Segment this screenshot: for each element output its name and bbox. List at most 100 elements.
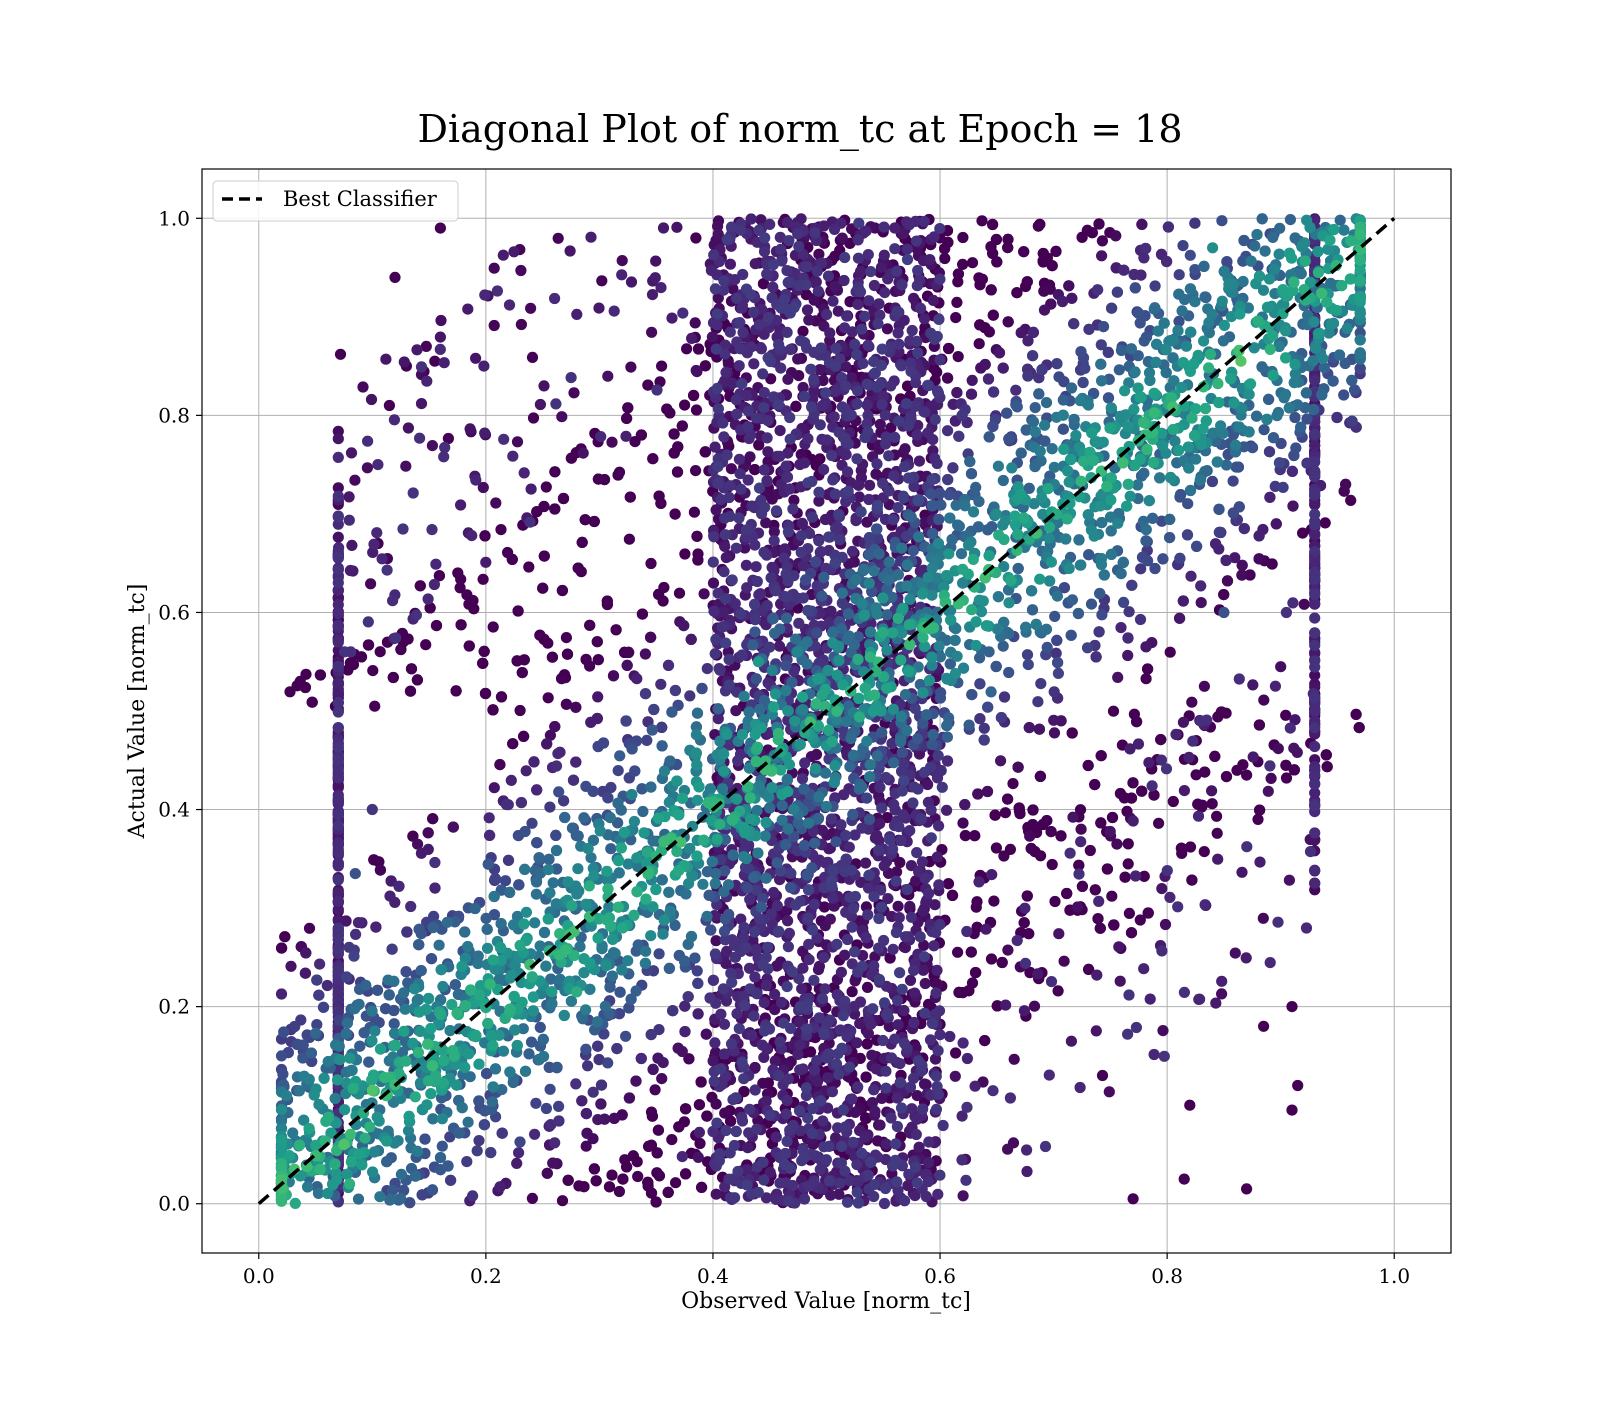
data-point xyxy=(1019,917,1030,928)
data-point xyxy=(822,1072,833,1083)
data-point xyxy=(1023,928,1034,939)
data-point xyxy=(632,1171,643,1182)
data-point xyxy=(942,373,953,384)
data-point xyxy=(692,554,703,565)
data-point xyxy=(1196,597,1207,608)
data-point xyxy=(1128,815,1139,826)
data-point xyxy=(780,1148,791,1159)
data-point xyxy=(1159,1051,1170,1062)
data-point xyxy=(841,310,852,321)
data-point xyxy=(912,265,923,276)
data-point xyxy=(1200,899,1211,910)
data-point xyxy=(1047,260,1058,271)
data-point xyxy=(983,373,994,384)
data-point xyxy=(681,343,692,354)
data-point xyxy=(507,738,518,749)
data-point xyxy=(722,449,733,460)
data-point xyxy=(333,452,344,463)
data-point xyxy=(466,530,477,541)
data-point xyxy=(390,632,401,643)
data-point xyxy=(959,799,970,810)
data-point xyxy=(578,1181,589,1192)
data-point xyxy=(1018,246,1029,257)
data-point xyxy=(513,605,524,616)
data-point xyxy=(467,1190,478,1201)
data-point xyxy=(528,756,539,767)
data-point xyxy=(528,412,539,423)
data-point xyxy=(565,245,576,256)
data-point xyxy=(1033,221,1044,232)
data-point xyxy=(1063,280,1074,291)
data-point xyxy=(423,844,434,855)
data-point xyxy=(1170,729,1181,740)
data-point xyxy=(847,922,858,933)
data-point xyxy=(609,1113,620,1124)
data-point xyxy=(988,386,999,397)
data-point xyxy=(735,343,746,354)
data-point xyxy=(542,1168,553,1179)
data-point xyxy=(953,431,964,442)
data-point xyxy=(934,223,945,234)
data-point xyxy=(292,680,303,691)
data-point xyxy=(435,332,446,343)
data-point xyxy=(1014,806,1025,817)
data-point xyxy=(333,896,344,907)
data-point xyxy=(782,576,793,587)
data-point xyxy=(411,610,422,621)
data-point xyxy=(741,942,752,953)
data-point xyxy=(1289,764,1300,775)
data-point xyxy=(456,619,467,630)
data-point xyxy=(307,697,318,708)
data-point xyxy=(647,453,658,464)
data-point xyxy=(625,362,636,373)
data-point xyxy=(602,371,613,382)
data-point xyxy=(489,263,500,274)
data-point xyxy=(842,1031,853,1042)
data-point xyxy=(1212,828,1223,839)
data-point xyxy=(856,324,867,335)
data-point xyxy=(926,805,937,816)
data-point xyxy=(1189,218,1200,229)
data-point xyxy=(405,686,416,697)
data-point xyxy=(677,420,688,431)
data-point xyxy=(1221,555,1232,566)
data-point xyxy=(906,912,917,923)
data-point xyxy=(847,546,858,557)
data-point xyxy=(907,797,918,808)
data-point xyxy=(749,971,760,982)
data-point xyxy=(950,312,961,323)
data-point xyxy=(999,691,1010,702)
data-point xyxy=(919,313,930,324)
data-point xyxy=(900,443,911,454)
data-point xyxy=(599,474,610,485)
data-point xyxy=(882,323,893,334)
data-point xyxy=(435,223,446,234)
data-point xyxy=(1309,878,1320,889)
data-point xyxy=(333,923,344,934)
data-point xyxy=(757,368,768,379)
data-point xyxy=(986,953,997,964)
data-point xyxy=(931,1104,942,1115)
data-point xyxy=(1096,750,1107,761)
data-point xyxy=(399,356,410,367)
data-point xyxy=(1044,1070,1055,1081)
data-point xyxy=(1241,1183,1252,1194)
data-point xyxy=(477,658,488,669)
data-point xyxy=(470,475,481,486)
data-point xyxy=(571,309,582,320)
data-point xyxy=(592,1041,603,1052)
data-point xyxy=(661,404,672,415)
data-point xyxy=(593,303,604,314)
data-point xyxy=(1254,530,1265,541)
data-point xyxy=(1252,814,1263,825)
data-point xyxy=(696,1076,707,1087)
data-point xyxy=(653,589,664,600)
data-point xyxy=(961,1102,972,1113)
data-point xyxy=(1038,248,1049,259)
data-point xyxy=(1048,715,1059,726)
data-point xyxy=(855,996,866,1007)
data-point xyxy=(846,410,857,421)
data-point xyxy=(752,576,763,587)
data-point xyxy=(934,1170,945,1181)
data-point xyxy=(650,1084,661,1095)
